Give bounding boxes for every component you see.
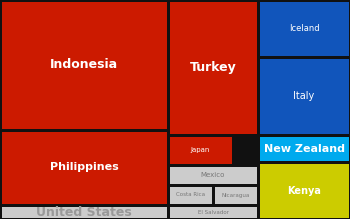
Text: Italy: Italy: [293, 91, 315, 101]
Bar: [1, 207, 167, 217]
Text: Philippines: Philippines: [50, 162, 118, 173]
Text: Costa Rica: Costa Rica: [176, 193, 205, 198]
Bar: [169, 136, 231, 164]
Text: El Salvador: El Salvador: [197, 210, 229, 214]
Text: Mexico: Mexico: [201, 172, 225, 178]
Text: Japan: Japan: [191, 147, 210, 153]
Bar: [1, 2, 167, 129]
Bar: [259, 136, 349, 161]
Text: Kenya: Kenya: [287, 185, 321, 196]
Bar: [169, 2, 257, 134]
Bar: [259, 164, 349, 217]
Text: New Zealand: New Zealand: [264, 143, 344, 154]
Text: Nicaragua: Nicaragua: [221, 193, 250, 198]
Bar: [169, 187, 211, 203]
Bar: [1, 131, 167, 203]
Text: Turkey: Turkey: [190, 61, 236, 74]
Text: United States: United States: [36, 205, 132, 219]
Bar: [169, 207, 257, 217]
Text: Indonesia: Indonesia: [50, 58, 118, 71]
Bar: [259, 2, 349, 55]
Bar: [259, 58, 349, 134]
Bar: [169, 166, 257, 184]
Text: Iceland: Iceland: [289, 24, 319, 33]
Bar: [215, 187, 257, 203]
